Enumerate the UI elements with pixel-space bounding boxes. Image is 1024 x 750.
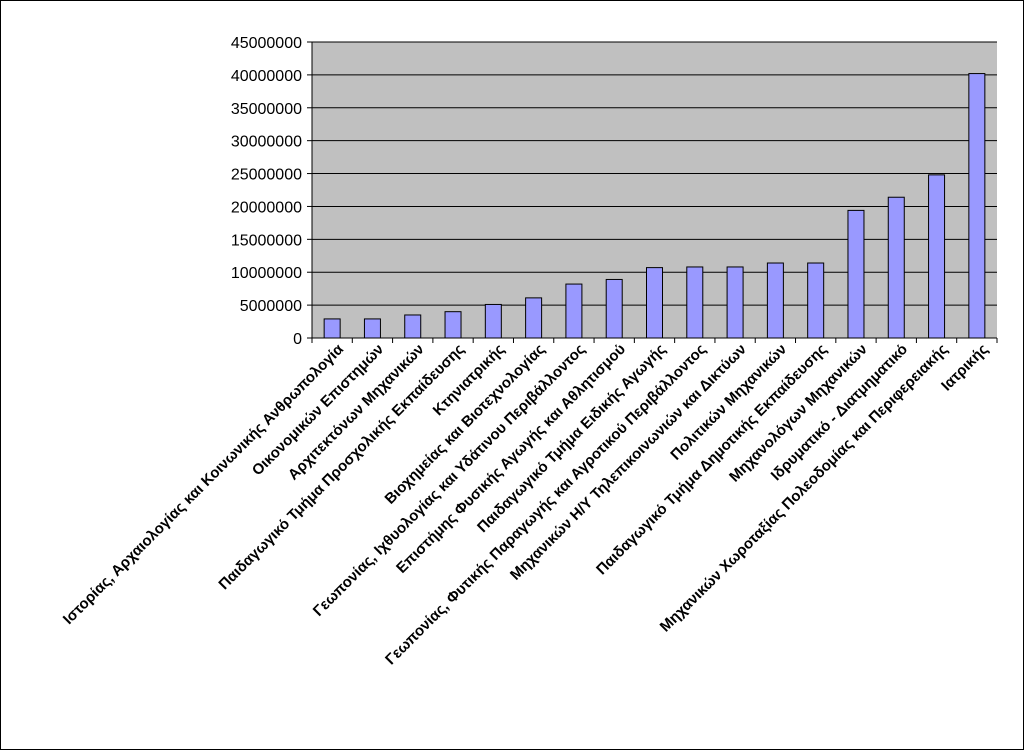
bar (484, 303, 502, 339)
y-tick-label: 35000000 (231, 101, 302, 118)
bar (444, 311, 462, 339)
bar (605, 278, 623, 339)
bar (726, 266, 744, 339)
y-tick-label: 25000000 (231, 167, 302, 184)
x-category-label: Ιστορίας, Αρχαιολογίας και Κοινωνικής Αν… (60, 340, 348, 628)
bar (847, 209, 865, 339)
bar (928, 174, 946, 339)
y-tick-label: 10000000 (231, 265, 302, 282)
bar (525, 297, 543, 339)
y-tick-label: 5000000 (240, 298, 302, 315)
bar (686, 266, 704, 339)
y-tick-label: 20000000 (231, 199, 302, 216)
y-tick-label: 0 (293, 331, 302, 348)
bar (404, 314, 422, 339)
y-tick-label: 40000000 (231, 68, 302, 85)
bar (807, 262, 825, 339)
bar (887, 196, 905, 339)
bar (646, 267, 663, 339)
y-tick-label: 30000000 (231, 134, 302, 151)
bar (968, 73, 986, 339)
y-tick-label: 45000000 (231, 35, 302, 52)
bar (363, 318, 381, 339)
y-tick-label: 15000000 (231, 232, 302, 249)
bar (766, 262, 784, 339)
bar (323, 318, 341, 339)
bar (565, 283, 583, 339)
